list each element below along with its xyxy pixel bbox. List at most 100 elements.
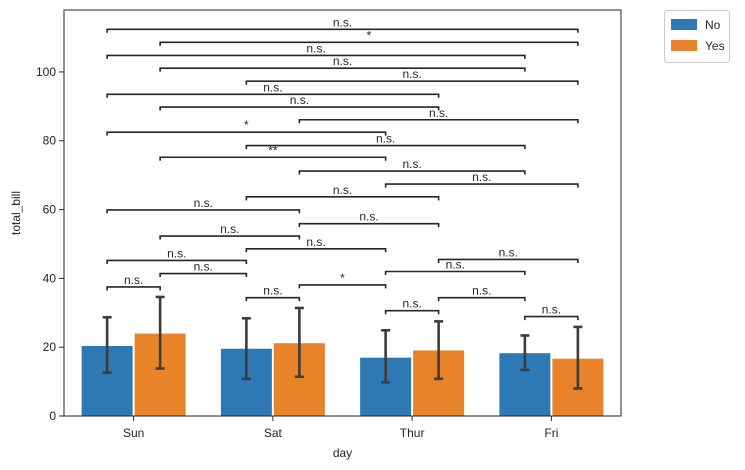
annotation-7: n.s. — [106, 246, 248, 264]
annotation-2: n.s. — [245, 284, 301, 302]
annotation-label: n.s. — [402, 157, 421, 171]
annotation-bracket — [298, 222, 440, 228]
y-tick-label: 20 — [43, 340, 57, 354]
significance-annotations: n.s. n.s. n.s. * n.s. n.s. n.s. n.s. n.s. n.s. n.s… — [106, 15, 579, 321]
annotation-label: ** — [268, 143, 278, 157]
annotation-label: n.s. — [263, 80, 282, 94]
annotation-15: n.s. — [384, 170, 579, 188]
legend: No Yes — [664, 10, 730, 63]
x-tick-label: Thur — [400, 426, 425, 440]
annotation-label: n.s. — [376, 132, 395, 146]
annotation-3: * — [298, 271, 387, 289]
legend-swatch-yes — [671, 40, 697, 51]
x-axis-label: day — [333, 446, 352, 460]
annotation-17: ** — [159, 143, 387, 161]
error-bar-yes-sun — [155, 295, 165, 370]
y-axis-label: total_bill — [9, 191, 23, 235]
annotation-bracket — [298, 284, 387, 289]
annotation-label: n.s. — [124, 273, 143, 287]
annotation-22: n.s. — [106, 80, 440, 98]
annotation-19: * — [106, 118, 387, 136]
annotation-bracket — [298, 170, 526, 175]
annotation-label: n.s. — [472, 170, 491, 184]
annotation-bracket — [106, 54, 526, 59]
annotation-label: * — [340, 271, 345, 285]
annotation-10: n.s. — [159, 222, 301, 240]
annotation-bracket — [106, 259, 248, 264]
annotation-24: n.s. — [159, 54, 526, 72]
legend-swatch-no — [671, 19, 697, 30]
annotation-bracket — [106, 286, 161, 291]
annotation-label: n.s. — [499, 245, 518, 259]
annotation-label: n.s. — [306, 235, 325, 249]
annotation-bracket — [159, 156, 387, 161]
annotation-4: n.s. — [384, 297, 440, 315]
y-tick-label: 100 — [36, 65, 56, 79]
error-bar-no-sun — [102, 315, 112, 374]
annotation-bracket — [437, 296, 526, 302]
annotation-label: * — [244, 118, 249, 132]
annotation-bracket — [245, 144, 526, 150]
annotation-9: n.s. — [384, 257, 526, 275]
x-tick-label: Sun — [123, 426, 144, 440]
annotation-bracket — [159, 235, 301, 240]
annotation-bracket — [384, 270, 526, 275]
annotation-27: n.s. — [106, 15, 579, 33]
annotation-bracket — [106, 93, 440, 98]
annotation-label: n.s. — [333, 183, 352, 197]
annotation-6: n.s. — [524, 303, 579, 321]
legend-label-yes: Yes — [705, 39, 725, 53]
annotation-bracket — [245, 80, 579, 85]
annotation-16: n.s. — [298, 157, 526, 175]
error-bar-no-fri — [520, 334, 530, 372]
annotation-bracket — [159, 67, 526, 72]
x-tick-label: Fri — [544, 426, 558, 440]
annotation-14: n.s. — [245, 183, 440, 201]
annotation-bracket — [106, 209, 301, 214]
annotation-label: n.s. — [333, 54, 352, 68]
annotation-label: n.s. — [306, 41, 325, 55]
annotation-bracket — [245, 196, 440, 201]
annotation-label: n.s. — [429, 106, 448, 120]
annotation-23: n.s. — [245, 67, 579, 85]
annotation-label: n.s. — [446, 257, 465, 271]
annotation-0: n.s. — [106, 273, 161, 291]
annotation-label: n.s. — [402, 297, 421, 311]
annotation-label: n.s. — [220, 222, 239, 236]
plot-frame — [63, 9, 622, 417]
annotation-label: n.s. — [167, 246, 186, 260]
annotation-8: n.s. — [245, 235, 387, 253]
y-tick-label: 0 — [49, 409, 56, 423]
annotation-25: n.s. — [106, 41, 526, 59]
y-tick-label: 60 — [43, 203, 57, 217]
annotation-5: n.s. — [437, 284, 526, 302]
annotation-26: * — [159, 28, 579, 46]
annotation-bracket — [384, 309, 440, 315]
annotation-label: n.s. — [402, 67, 421, 81]
x-tick-label: Sat — [264, 426, 283, 440]
legend-label-no: No — [705, 18, 721, 32]
annotation-bracket — [106, 131, 387, 136]
y-tick-label: 80 — [43, 134, 57, 148]
annotation-bracket — [298, 118, 579, 124]
annotation-label: n.s. — [194, 260, 213, 274]
annotation-12: n.s. — [437, 245, 579, 263]
annotation-bracket — [524, 315, 579, 321]
annotation-bracket — [159, 41, 579, 46]
annotation-label: n.s. — [263, 284, 282, 298]
annotation-13: n.s. — [106, 196, 301, 214]
annotation-bracket — [245, 296, 301, 302]
error-bar-yes-sat — [294, 306, 304, 379]
annotation-label: * — [367, 28, 372, 42]
x-axis-ticks: Sun Sat Thur Fri — [123, 416, 558, 440]
error-bar-no-sat — [241, 316, 251, 381]
annotation-label: n.s. — [333, 15, 352, 29]
annotation-label: n.s. — [359, 210, 378, 224]
error-bar-yes-thur — [434, 320, 444, 381]
error-bars — [102, 295, 583, 390]
annotation-bracket — [245, 247, 387, 253]
annotation-label: n.s. — [542, 303, 561, 317]
annotation-1: n.s. — [159, 260, 248, 278]
error-bar-yes-fri — [573, 325, 583, 390]
